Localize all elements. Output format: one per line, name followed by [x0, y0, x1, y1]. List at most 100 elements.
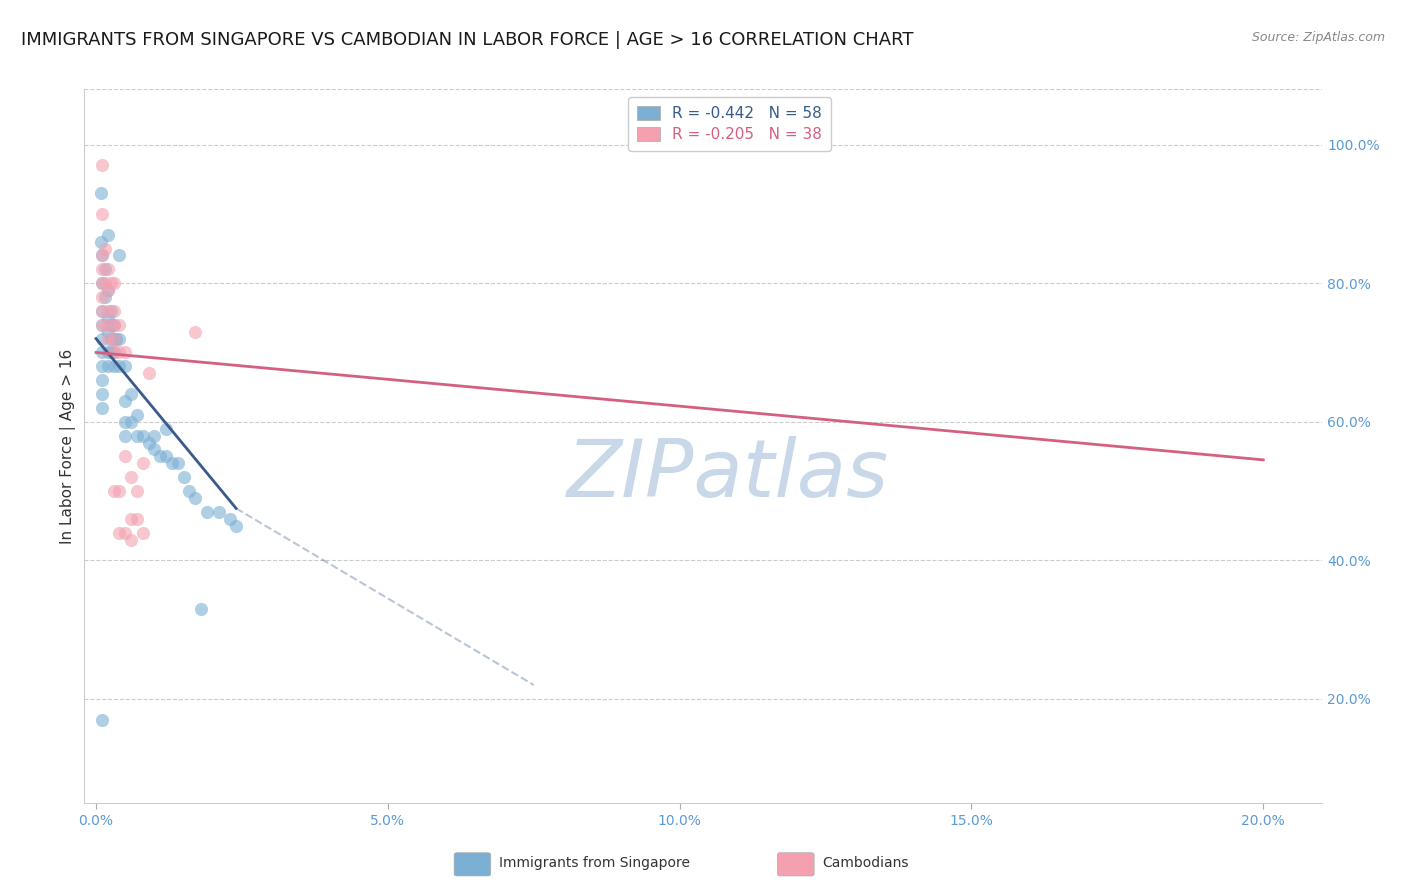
- Point: [103, 332, 125, 346]
- Point: [160, 456, 183, 470]
- Point: [97, 325, 120, 339]
- Point: [125, 428, 148, 442]
- Text: IMMIGRANTS FROM SINGAPORE VS CAMBODIAN IN LABOR FORCE | AGE > 16 CORRELATION CHA: IMMIGRANTS FROM SINGAPORE VS CAMBODIAN I…: [21, 31, 914, 49]
- Point: [195, 505, 218, 519]
- Point: [155, 422, 177, 436]
- Point: [97, 345, 120, 359]
- Point: [108, 332, 131, 346]
- Point: [90, 290, 112, 304]
- Point: [138, 366, 160, 380]
- Point: [105, 332, 128, 346]
- Point: [143, 428, 166, 442]
- Legend: R = -0.442   N = 58, R = -0.205   N = 38: R = -0.442 N = 58, R = -0.205 N = 38: [628, 97, 831, 152]
- Point: [100, 345, 122, 359]
- Point: [97, 262, 120, 277]
- Point: [90, 248, 112, 262]
- Point: [108, 318, 131, 332]
- Point: [225, 518, 247, 533]
- Point: [149, 450, 172, 464]
- Point: [184, 491, 207, 505]
- Point: [207, 505, 229, 519]
- Point: [114, 428, 136, 442]
- Point: [97, 318, 120, 332]
- Point: [90, 373, 112, 387]
- Text: Immigrants from Singapore: Immigrants from Singapore: [499, 856, 690, 871]
- Text: ZIPatlas: ZIPatlas: [567, 435, 889, 514]
- Point: [100, 332, 122, 346]
- Point: [103, 304, 125, 318]
- Point: [108, 345, 131, 359]
- Point: [125, 483, 148, 498]
- Point: [125, 512, 148, 526]
- Point: [90, 248, 112, 262]
- Point: [94, 276, 117, 290]
- Point: [132, 428, 155, 442]
- Point: [97, 227, 120, 242]
- Point: [103, 276, 125, 290]
- Point: [114, 359, 136, 374]
- Point: [90, 304, 112, 318]
- Point: [120, 387, 142, 401]
- Point: [103, 318, 125, 332]
- Point: [184, 325, 207, 339]
- Point: [103, 318, 125, 332]
- Text: Source: ZipAtlas.com: Source: ZipAtlas.com: [1251, 31, 1385, 45]
- Point: [103, 345, 125, 359]
- Point: [138, 435, 160, 450]
- Point: [103, 332, 125, 346]
- Point: [90, 235, 112, 249]
- Point: [108, 359, 131, 374]
- Point: [108, 483, 131, 498]
- Point: [108, 525, 131, 540]
- Point: [97, 359, 120, 374]
- Point: [114, 450, 136, 464]
- Point: [97, 310, 120, 325]
- Point: [114, 345, 136, 359]
- Point: [97, 283, 120, 297]
- Point: [90, 318, 112, 332]
- Point: [100, 276, 122, 290]
- Point: [103, 359, 125, 374]
- Point: [90, 304, 112, 318]
- Point: [90, 276, 112, 290]
- Point: [97, 332, 120, 346]
- Point: [90, 158, 112, 172]
- Point: [120, 512, 142, 526]
- Point: [143, 442, 166, 457]
- Point: [90, 359, 112, 374]
- Point: [94, 290, 117, 304]
- Point: [100, 304, 122, 318]
- Point: [90, 262, 112, 277]
- Point: [90, 207, 112, 221]
- Point: [114, 525, 136, 540]
- Point: [120, 470, 142, 484]
- Point: [120, 533, 142, 547]
- Point: [90, 345, 112, 359]
- Point: [90, 401, 112, 415]
- Point: [173, 470, 195, 484]
- Point: [90, 387, 112, 401]
- Point: [97, 304, 120, 318]
- Point: [100, 318, 122, 332]
- Point: [97, 283, 120, 297]
- Point: [90, 318, 112, 332]
- Point: [114, 415, 136, 429]
- Point: [114, 394, 136, 409]
- Point: [108, 248, 131, 262]
- Point: [166, 456, 188, 470]
- Point: [132, 525, 155, 540]
- Point: [94, 242, 117, 256]
- Point: [219, 512, 242, 526]
- Point: [90, 186, 112, 201]
- Point: [103, 483, 125, 498]
- Point: [94, 262, 117, 277]
- Point: [90, 713, 112, 727]
- Point: [125, 408, 148, 422]
- Point: [132, 456, 155, 470]
- Text: Cambodians: Cambodians: [823, 856, 910, 871]
- Y-axis label: In Labor Force | Age > 16: In Labor Force | Age > 16: [60, 349, 76, 543]
- Point: [90, 276, 112, 290]
- Point: [120, 415, 142, 429]
- Point: [90, 332, 112, 346]
- Point: [155, 450, 177, 464]
